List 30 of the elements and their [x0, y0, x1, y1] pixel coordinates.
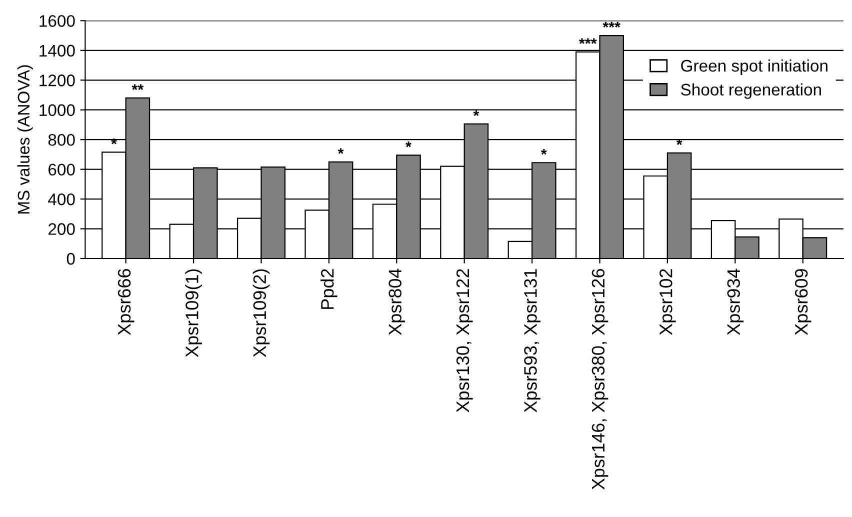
- x-tick-label: Xpsr609: [794, 269, 812, 336]
- x-tick-label: Xpsr146, Xpsr380, Xpsr126: [592, 269, 608, 490]
- y-tick-label: 0: [66, 252, 75, 265]
- legend-label: Green spot initiation: [681, 59, 828, 75]
- y-tick-label: 200: [48, 223, 75, 235]
- x-tick-label: Xpsr109(1): [185, 269, 202, 358]
- y-tick-label: 1000: [40, 104, 75, 116]
- y-axis-title: MS values (ANOVA): [17, 65, 33, 214]
- y-tick-label: 1600: [40, 15, 75, 27]
- x-tick-label: Xpsr102: [660, 269, 676, 336]
- annotation: *: [540, 148, 547, 155]
- annotation: *: [338, 148, 344, 154]
- x-tick-label: Xpsr804: [388, 268, 406, 336]
- y-tick-label: 600: [48, 164, 75, 176]
- x-tick-label: Xpsr666: [118, 269, 134, 336]
- annotation: **: [132, 84, 144, 90]
- annotation: ***: [579, 38, 597, 44]
- x-tick-label: Ppd2: [320, 269, 338, 309]
- x-tick-label: Xpsr593, Xpsr131: [524, 269, 540, 412]
- legend-label: Shoot regeneration: [681, 83, 821, 99]
- y-tick-label: 400: [48, 193, 75, 206]
- annotation: *: [406, 142, 412, 148]
- annotation: ***: [602, 22, 620, 28]
- annotation: *: [473, 110, 480, 116]
- x-tick-label: Xpsr934: [727, 268, 744, 336]
- y-tick-label: 1200: [40, 74, 75, 86]
- y-tick-label: 800: [48, 134, 75, 146]
- x-tick-label: Xpsr109(2): [252, 269, 270, 358]
- x-tick-label: Xpsr130, Xpsr122: [456, 269, 473, 412]
- y-tick-label: 1400: [40, 44, 75, 57]
